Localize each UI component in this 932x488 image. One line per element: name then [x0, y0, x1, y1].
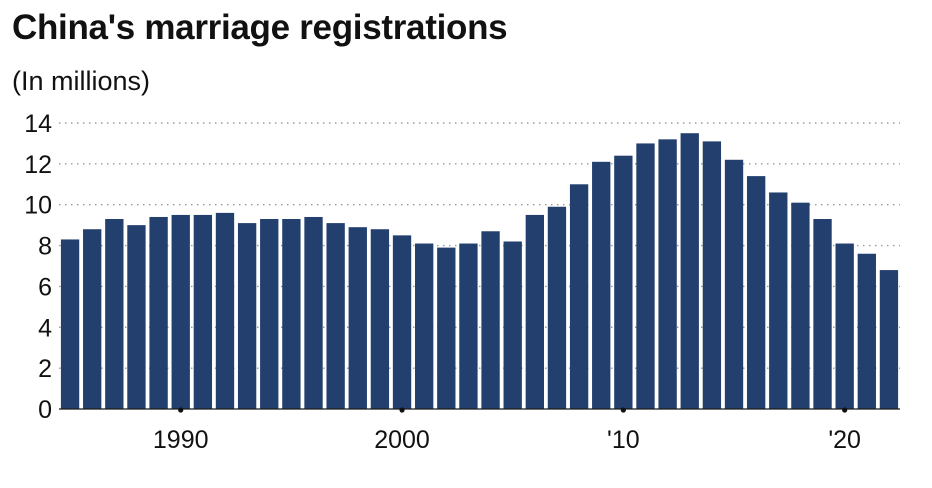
bar-2011: [636, 143, 655, 409]
gridlines: [59, 122, 900, 369]
x-tick-label: 2000: [374, 426, 430, 454]
chart-title: China's marriage registrations: [12, 8, 508, 47]
bar-2003: [459, 243, 478, 409]
bars: [60, 133, 899, 409]
bar-1987: [105, 219, 124, 409]
bar-1990: [171, 214, 190, 409]
bar-2016: [746, 176, 766, 409]
bar-2019: [813, 219, 832, 409]
x-tick-mark: [178, 407, 184, 413]
bar-2010: [614, 155, 633, 409]
y-tick-label: 12: [24, 151, 52, 179]
bar-1998: [348, 227, 367, 409]
bar-2017: [769, 192, 788, 409]
bar-1993: [237, 223, 257, 409]
bar-1999: [370, 229, 390, 409]
y-axis: 0 2 4 6 8 10 12 14: [24, 110, 52, 424]
bar-2022: [879, 270, 899, 409]
y-tick-label: 6: [38, 273, 52, 301]
bar-2015: [724, 159, 744, 409]
bar-2008: [569, 184, 589, 409]
bar-2005: [503, 241, 522, 409]
bar-2001: [415, 243, 434, 409]
bar-2018: [791, 202, 810, 409]
bar-1985: [60, 239, 80, 409]
bar-2021: [857, 253, 876, 409]
bar-1994: [260, 219, 279, 409]
bar-2002: [437, 247, 456, 409]
bar-1989: [149, 216, 168, 409]
bar-1992: [215, 212, 235, 409]
bar-2013: [680, 133, 699, 409]
y-tick-label: 0: [38, 396, 52, 424]
bar-1991: [193, 214, 213, 409]
bar-1986: [83, 229, 102, 409]
bar-2004: [481, 231, 500, 409]
bar-2012: [658, 139, 677, 409]
y-tick-label: 10: [24, 192, 52, 220]
y-tick-label: 4: [38, 314, 52, 342]
x-tick-mark: [842, 407, 848, 413]
y-tick-label: 8: [38, 233, 52, 261]
bar-2006: [525, 214, 544, 409]
bar-2007: [547, 206, 567, 409]
bar-2000: [392, 235, 412, 409]
y-tick-label: 14: [24, 110, 52, 138]
y-tick-label: 2: [38, 355, 52, 383]
x-axis: 1990 2000 '10 '20: [59, 407, 900, 454]
x-tick-label: 1990: [153, 426, 209, 454]
bar-2014: [702, 141, 722, 409]
bar-1995: [282, 219, 301, 409]
x-tick-label: '10: [607, 426, 640, 454]
chart-subtitle: (In millions): [12, 66, 151, 96]
x-tick-mark: [620, 407, 626, 413]
x-tick-label: '20: [828, 426, 861, 454]
bar-1996: [304, 216, 323, 409]
x-tick-mark: [399, 407, 405, 413]
bar-2020: [835, 243, 854, 409]
bar-2009: [592, 161, 611, 409]
bar-1988: [127, 225, 146, 409]
bar-1997: [326, 223, 345, 409]
